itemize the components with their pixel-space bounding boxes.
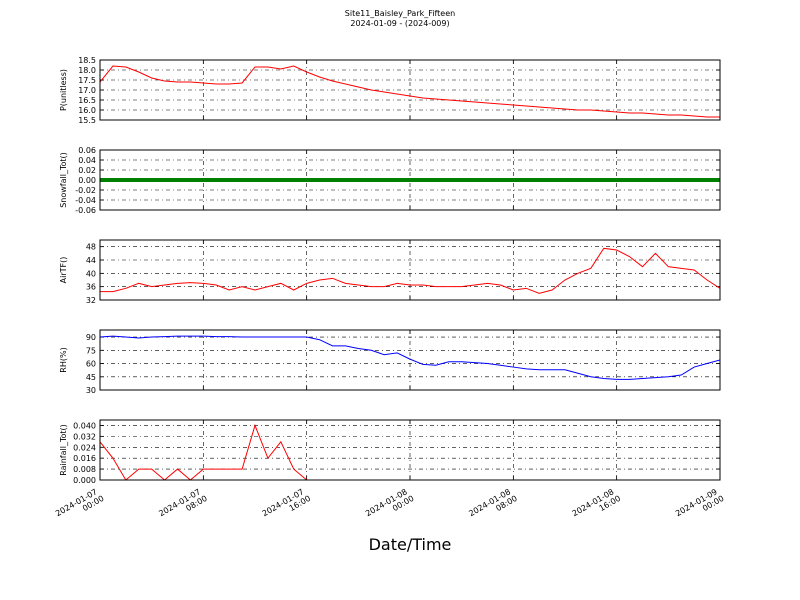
data-line — [100, 247, 720, 294]
y-tick-label: 0.000 — [73, 476, 96, 485]
y-tick-label: 30 — [86, 386, 96, 395]
y-tick-label: 17.0 — [78, 86, 96, 95]
data-line — [100, 335, 720, 380]
y-tick-label: 45 — [86, 373, 96, 382]
y-tick-label: 16.5 — [78, 96, 96, 105]
plot-frame — [99, 419, 721, 481]
y-tick-label: 0.06 — [78, 146, 96, 155]
y-tick-label: -0.06 — [75, 206, 96, 215]
plot-frame — [99, 149, 721, 211]
x-axis-label: Date/Time — [369, 535, 452, 554]
figure-subtitle: 2024-01-09 - (2024-009) — [350, 19, 449, 28]
y-tick-label: 0.040 — [73, 421, 96, 430]
plot-frame — [99, 329, 721, 391]
y-tick-label: 0.016 — [73, 454, 96, 463]
plot-frame — [99, 59, 721, 121]
y-axis-label: Rainfall_Tot() — [59, 424, 68, 476]
y-tick-label: 17.5 — [78, 76, 96, 85]
y-tick-label: 18.5 — [78, 56, 96, 65]
y-axis-label: RH(%) — [59, 347, 68, 372]
y-tick-label: 0.00 — [78, 176, 96, 185]
y-tick-label: 75 — [86, 346, 96, 355]
y-tick-label: 18.0 — [78, 66, 96, 75]
y-tick-label: -0.04 — [75, 196, 96, 205]
y-tick-label: 0.024 — [73, 443, 96, 452]
y-tick-label: 44 — [86, 256, 96, 265]
y-axis-label: AirTF() — [59, 257, 68, 284]
y-axis-label: Snowfall_Tot() — [59, 152, 68, 208]
figure-title: Site11_Baisley_Park_Fifteen — [345, 9, 455, 18]
y-tick-label: 0.008 — [73, 465, 96, 474]
y-tick-label: 32 — [86, 296, 96, 305]
y-tick-label: 36 — [86, 283, 96, 292]
y-tick-label: 16.0 — [78, 106, 96, 115]
y-tick-label: -0.02 — [75, 186, 96, 195]
y-tick-label: 0.032 — [73, 432, 96, 441]
data-line — [100, 65, 720, 118]
y-axis-label: P(unitless) — [59, 69, 68, 111]
plot-frame — [99, 239, 721, 301]
y-tick-label: 60 — [86, 360, 96, 369]
y-tick-label: 90 — [86, 333, 96, 342]
y-tick-label: 0.04 — [78, 156, 96, 165]
y-tick-label: 0.02 — [78, 166, 96, 175]
y-tick-label: 15.5 — [78, 116, 96, 125]
y-tick-label: 48 — [86, 243, 96, 252]
y-tick-label: 40 — [86, 269, 96, 278]
